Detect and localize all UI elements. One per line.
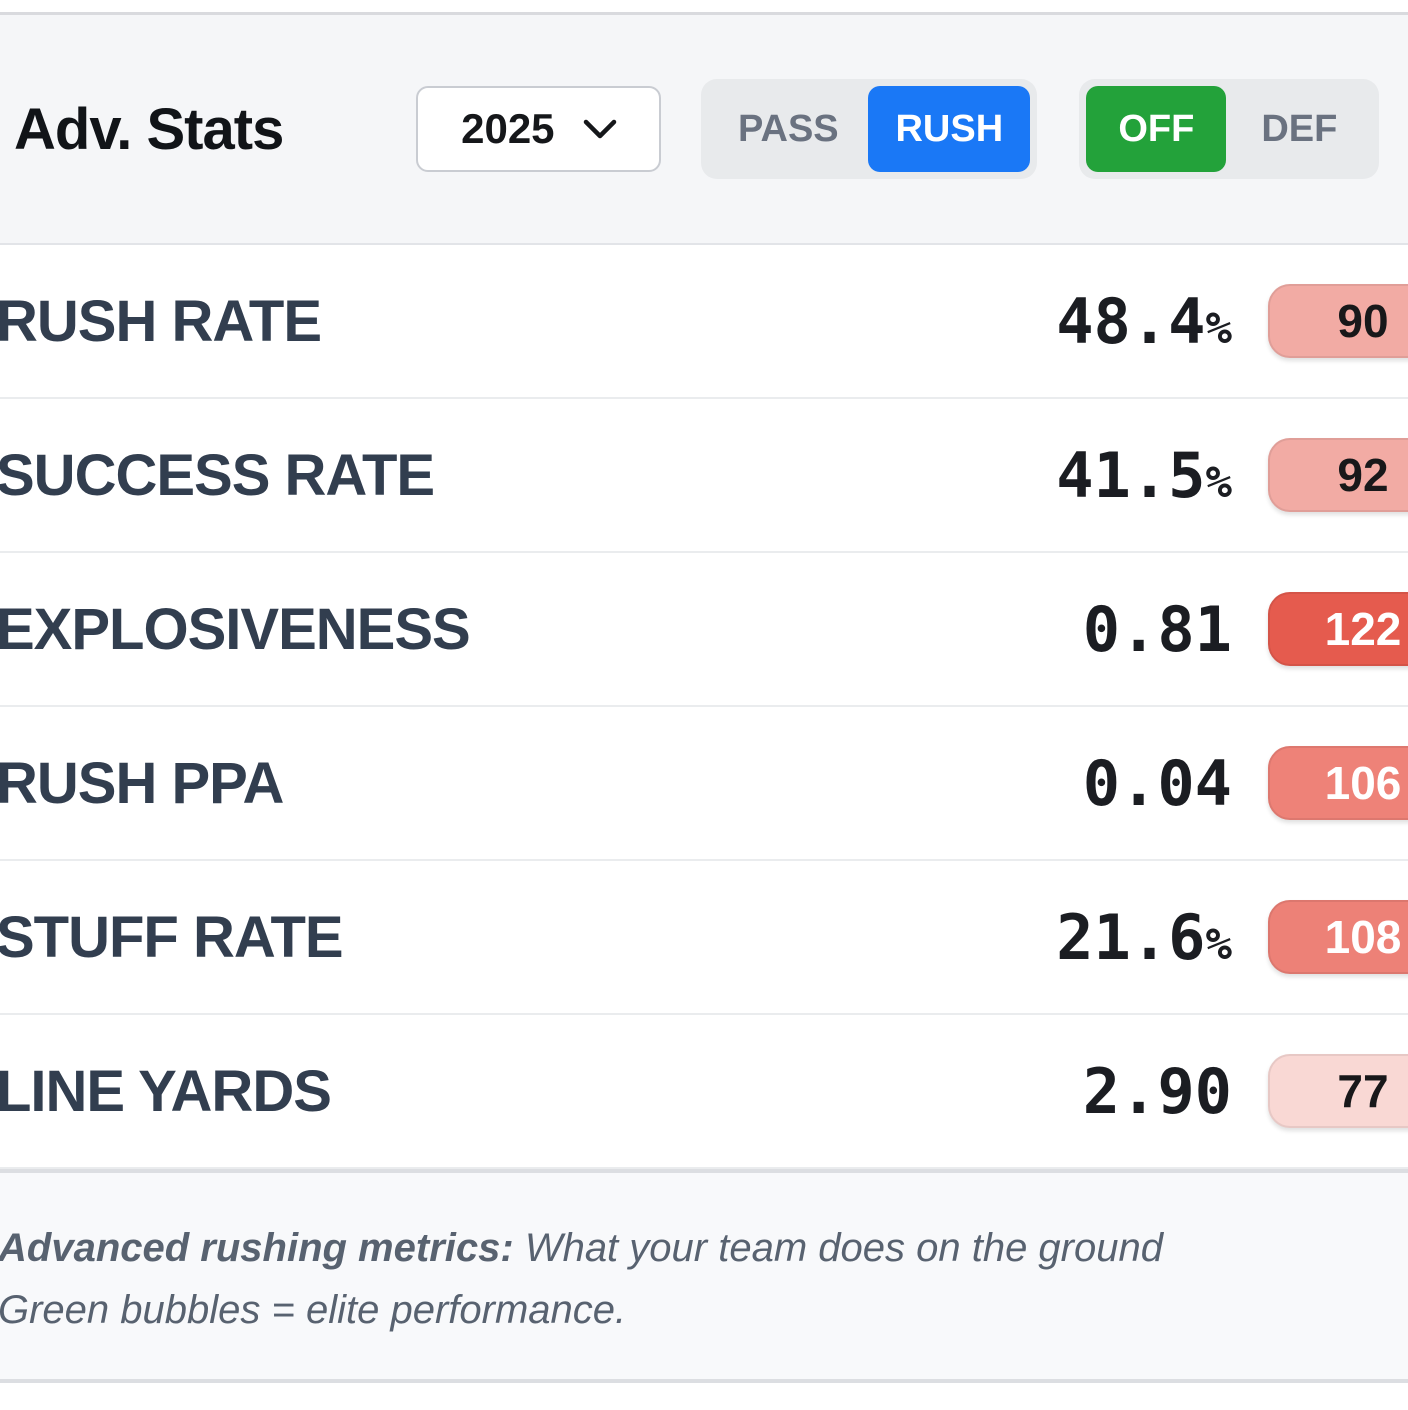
stat-row-success-rate: SUCCESS RATE 41.5% 92 <box>0 399 1408 553</box>
play-type-toggle: PASS RUSH <box>701 79 1038 179</box>
stat-unit: % <box>1205 456 1233 508</box>
page-background-strip <box>0 0 1408 12</box>
toggle-off[interactable]: OFF <box>1086 86 1227 172</box>
footer-description-line1: Advanced rushing metrics: What your team… <box>0 1217 1408 1279</box>
stat-label: LINE YARDS <box>0 1058 332 1124</box>
stat-row-stuff-rate: STUFF RATE 21.6% 108 <box>0 861 1408 1015</box>
stat-label: RUSH PPA <box>0 750 284 816</box>
chevron-down-icon <box>583 119 616 139</box>
stat-value: 21.6% <box>1056 900 1233 974</box>
footer-description-bold: Advanced rushing metrics: <box>0 1226 514 1270</box>
adv-stats-card: Adv. Stats 2025 PASS RUSH OFF DEF RUSH R… <box>0 12 1408 1383</box>
stat-value: 0.04 <box>1082 746 1232 820</box>
rank-badge: 90 <box>1268 284 1408 358</box>
page-title: Adv. Stats <box>14 96 284 162</box>
stat-row-rush-rate: RUSH RATE 48.4% 90 <box>0 245 1408 399</box>
stat-value: 0.81 <box>1082 592 1232 666</box>
stat-value: 48.4% <box>1056 284 1233 358</box>
stat-value: 2.90 <box>1082 1054 1232 1128</box>
footer-description-rest: What your team does on the ground <box>524 1226 1163 1270</box>
rank-badge: 92 <box>1268 438 1408 512</box>
year-select[interactable]: 2025 <box>416 86 662 172</box>
rank-badge: 77 <box>1268 1054 1408 1128</box>
stat-row-line-yards: LINE YARDS 2.90 77 <box>0 1015 1408 1169</box>
side-toggle: OFF DEF <box>1079 79 1380 179</box>
toggle-pass[interactable]: PASS <box>737 107 839 150</box>
rank-badge: 108 <box>1268 900 1408 974</box>
stat-label: RUSH RATE <box>0 288 322 354</box>
rank-badge: 122 <box>1268 592 1408 666</box>
stat-label: STUFF RATE <box>0 904 344 970</box>
rank-badge: 106 <box>1268 746 1408 820</box>
stat-unit: % <box>1205 918 1233 970</box>
stat-label: SUCCESS RATE <box>0 442 435 508</box>
footer-description-line2: Green bubbles = elite performance. <box>0 1288 627 1332</box>
stat-label: EXPLOSIVENESS <box>0 596 471 662</box>
toggle-rush[interactable]: RUSH <box>868 86 1031 172</box>
stat-value: 41.5% <box>1056 438 1233 512</box>
card-footer: Advanced rushing metrics: What your team… <box>0 1169 1408 1383</box>
stat-row-rush-ppa: RUSH PPA 0.04 106 <box>0 707 1408 861</box>
toggle-def[interactable]: DEF <box>1261 107 1338 150</box>
stat-unit: % <box>1205 302 1233 354</box>
year-select-value: 2025 <box>461 105 555 152</box>
card-header: Adv. Stats 2025 PASS RUSH OFF DEF <box>0 15 1408 245</box>
stat-row-explosiveness: EXPLOSIVENESS 0.81 122 <box>0 553 1408 707</box>
